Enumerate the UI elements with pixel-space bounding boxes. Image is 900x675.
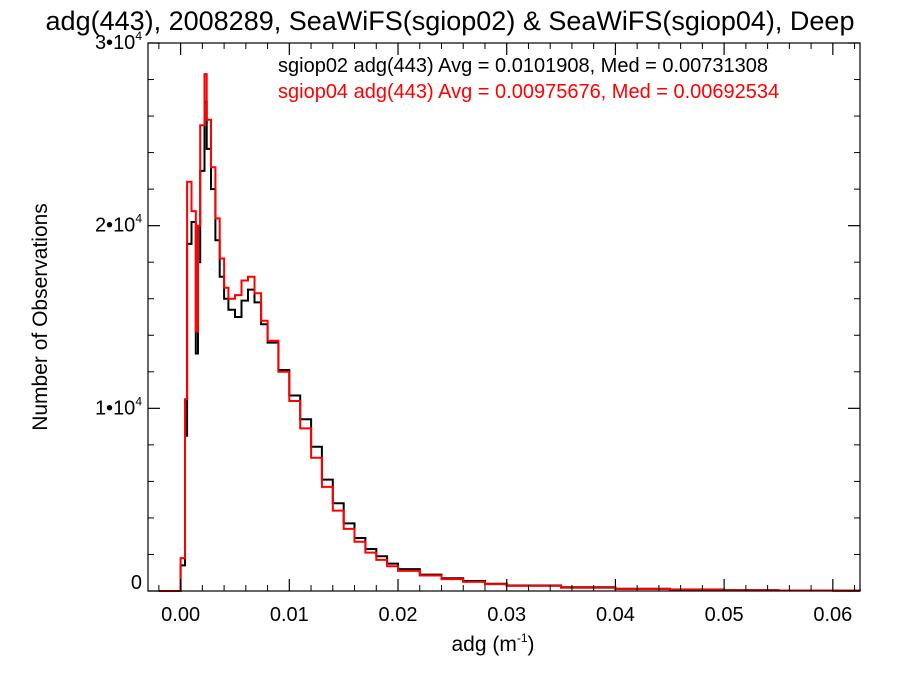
y-tick-label: 2•104	[95, 212, 142, 237]
x-axis-label-tail: )	[528, 633, 535, 656]
y-tick-label: 0	[131, 572, 142, 594]
x-tick-label: 0.05	[705, 604, 744, 626]
x-tick-label: 0.06	[813, 604, 852, 626]
y-tick-label-base: 3•10	[95, 32, 135, 54]
y-tick-label-exponent: 4	[135, 212, 142, 226]
x-tick-label: 0.03	[487, 604, 526, 626]
x-tick-label: 0.00	[161, 604, 200, 626]
y-tick-label: 1•104	[95, 394, 142, 419]
y-tick-label-base: 2•10	[95, 215, 135, 237]
legend-sgiop04-stats: sgiop04 adg(443) Avg = 0.00975676, Med =…	[278, 81, 779, 103]
x-axis-label: adg (m-1)	[451, 631, 534, 656]
x-axis-label-exponent: -1	[517, 631, 528, 645]
x-tick-label: 0.02	[379, 604, 418, 626]
y-tick-label-base: 0	[131, 572, 142, 594]
chart-title: adg(443), 2008289, SeaWiFS(sgiop02) & Se…	[46, 6, 855, 36]
x-tick-label: 0.01	[270, 604, 309, 626]
y-tick-label-exponent: 4	[135, 29, 142, 43]
x-axis-label-main: adg (m	[451, 633, 516, 656]
x-tick-label: 0.04	[596, 604, 635, 626]
plot-frame	[147, 42, 861, 592]
y-tick-label-base: 1•10	[95, 397, 135, 419]
tick-layer: 0.00 0.01 0.02 0.03 0.04 0.05 0.0601•1042•1043…	[95, 29, 860, 626]
legend-sgiop02-stats: sgiop02 adg(443) Avg = 0.0101908, Med = …	[278, 55, 768, 77]
y-axis-label: Number of Observations	[29, 203, 52, 431]
y-tick-label: 3•104	[95, 29, 142, 54]
y-tick-label-exponent: 4	[135, 394, 142, 408]
